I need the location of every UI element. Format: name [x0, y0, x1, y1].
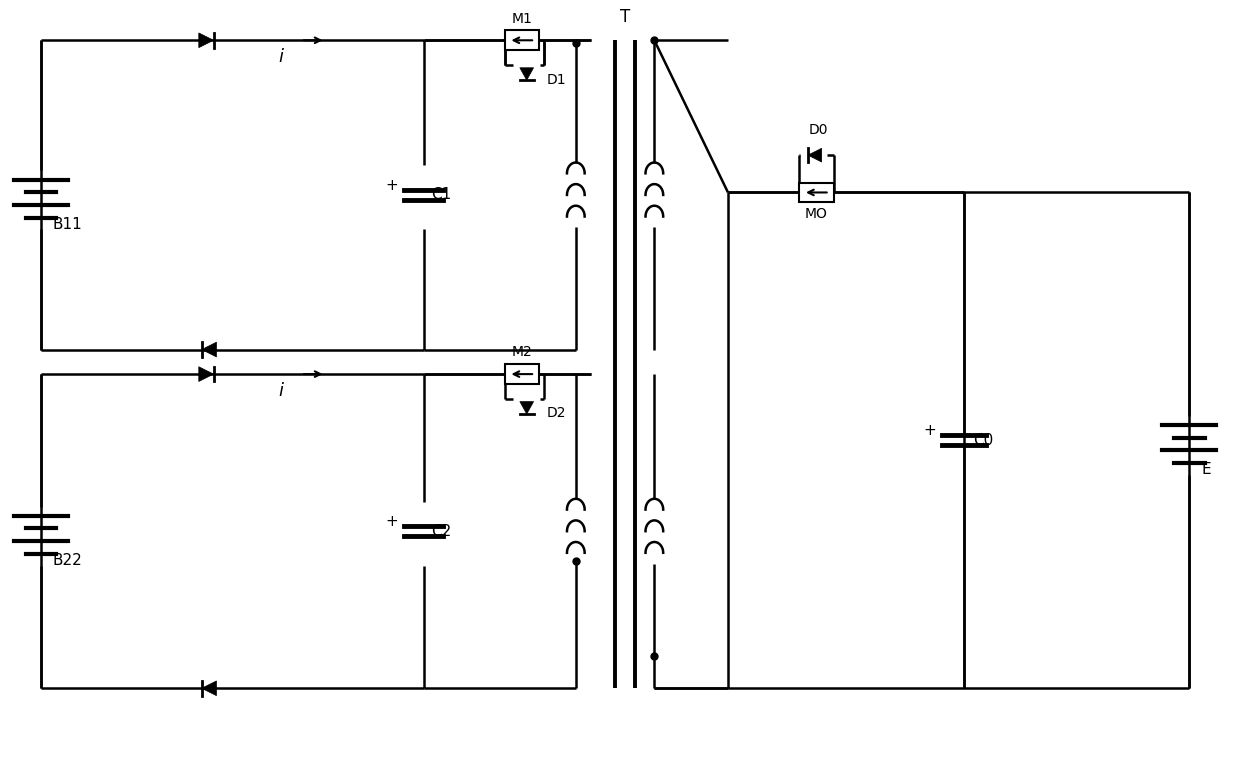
Text: M2: M2: [512, 345, 533, 359]
Text: +: +: [385, 514, 399, 529]
Text: M1: M1: [512, 12, 533, 25]
Bar: [504, 31, 539, 50]
Bar: [799, 183, 834, 202]
Text: +: +: [923, 423, 937, 438]
Text: $i$: $i$: [278, 382, 285, 399]
Text: C1: C1: [431, 187, 452, 203]
Text: C2: C2: [431, 524, 452, 539]
Text: $i$: $i$: [278, 48, 285, 66]
Bar: [504, 364, 539, 384]
Polygon shape: [198, 367, 213, 382]
Text: C0: C0: [974, 433, 994, 448]
Text: E: E: [1202, 463, 1211, 477]
Text: D0: D0: [809, 123, 828, 137]
Text: T: T: [620, 8, 629, 25]
Polygon shape: [198, 33, 213, 48]
Polygon shape: [520, 402, 534, 414]
Polygon shape: [202, 342, 217, 357]
Text: MO: MO: [805, 207, 828, 221]
Polygon shape: [202, 681, 217, 695]
Text: D1: D1: [546, 72, 566, 86]
Text: B22: B22: [52, 553, 82, 568]
Text: +: +: [385, 177, 399, 193]
Polygon shape: [520, 68, 534, 80]
Text: D2: D2: [546, 406, 566, 420]
Text: B11: B11: [52, 217, 82, 232]
Polygon shape: [808, 148, 821, 162]
